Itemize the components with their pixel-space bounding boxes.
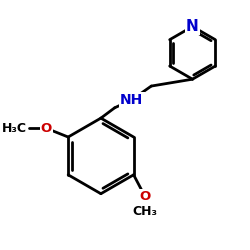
Text: N: N [186, 19, 199, 34]
Text: CH₃: CH₃ [132, 205, 158, 218]
Text: NH: NH [120, 93, 144, 107]
Text: H₃C: H₃C [2, 122, 27, 135]
Text: O: O [41, 122, 52, 135]
Text: O: O [140, 190, 151, 203]
